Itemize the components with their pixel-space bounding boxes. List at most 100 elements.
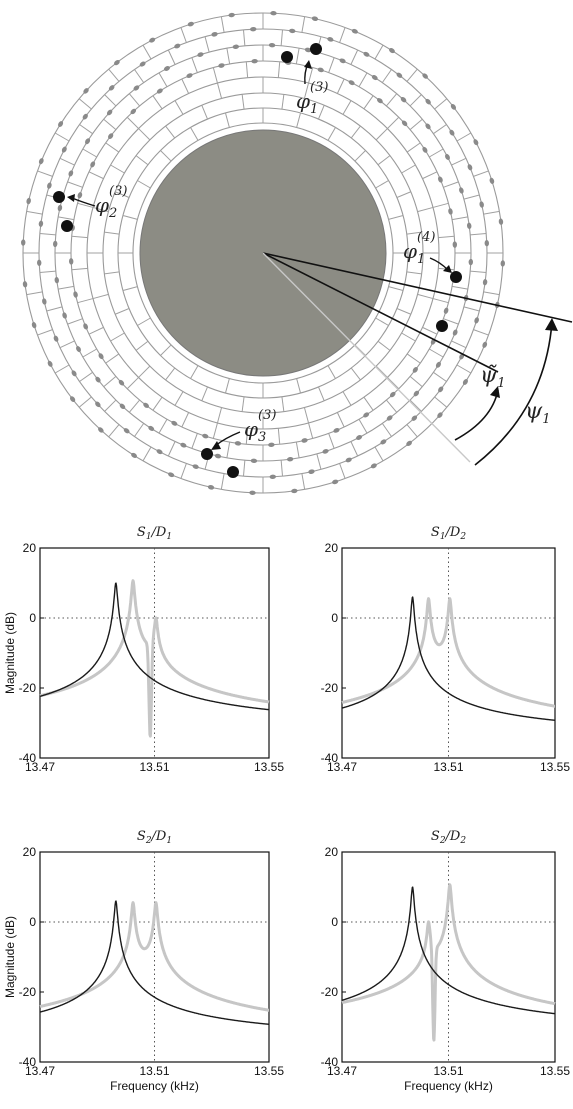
ring-spring <box>409 376 423 388</box>
ring-spring <box>354 150 366 162</box>
x-tick-label: 13.47 <box>327 760 357 774</box>
electrode-mark <box>38 220 44 227</box>
electrode-mark <box>37 259 42 266</box>
electrode-mark <box>268 42 276 48</box>
label-subscript: 3 <box>258 430 266 445</box>
ring-spring <box>406 424 418 438</box>
ring-spring <box>58 285 75 290</box>
ring-spring <box>470 232 487 236</box>
electrode-mark <box>400 96 407 103</box>
electrode-mark <box>95 376 101 383</box>
ring-spring <box>108 424 120 438</box>
ring-spring <box>377 340 391 351</box>
ring-spring <box>180 27 187 43</box>
electrode-mark <box>270 11 277 16</box>
electrode-mark <box>156 449 163 455</box>
psi1-tilde-reference-line <box>262 252 499 373</box>
electrode-mark <box>396 72 403 78</box>
ring-spring <box>142 446 152 462</box>
electrode-mark <box>95 401 101 408</box>
electrode-mark <box>445 153 450 160</box>
electrode-mark <box>268 442 275 448</box>
ring-spring <box>350 441 359 457</box>
electrode-mark <box>462 379 468 385</box>
ring-spring <box>386 93 398 107</box>
mass-point-dot <box>53 191 65 203</box>
electrode-mark <box>386 415 393 421</box>
label-symbol: ψ̃ <box>480 363 498 388</box>
arrow-head <box>545 318 558 331</box>
ring-spring <box>281 94 285 110</box>
electrode-mark <box>406 440 412 447</box>
ring-spring <box>71 267 88 271</box>
arrow-head <box>443 265 452 273</box>
electrode-mark <box>31 322 37 329</box>
ring-spring <box>296 378 302 394</box>
ring-spring <box>216 407 223 424</box>
electrode-mark <box>500 260 505 267</box>
ring-spring <box>422 326 438 335</box>
ring-spring <box>451 157 467 166</box>
electrode-mark <box>174 43 181 49</box>
ring-spring <box>396 308 412 315</box>
ring-spring <box>191 433 198 449</box>
title-part: S <box>137 829 146 844</box>
y-tick-label: 0 <box>331 915 338 929</box>
ring-spring <box>316 453 322 470</box>
ring-spring <box>463 306 480 312</box>
label-subscript: 1 <box>542 412 550 427</box>
ring-spring <box>241 94 245 110</box>
y-tick-label: -40 <box>321 1055 339 1069</box>
plot-title: S1/D2 <box>431 525 466 542</box>
ring-spring <box>82 148 97 158</box>
electrode-mark <box>363 51 370 57</box>
y-tick-label: 20 <box>23 541 37 555</box>
title-part: S <box>137 525 146 540</box>
label-superscript: (3) <box>258 408 276 423</box>
ring-spring <box>387 377 400 390</box>
electrode-mark <box>130 108 137 115</box>
electrode-mark <box>422 73 428 79</box>
electrode-mark <box>218 63 225 68</box>
y-tick-label: -20 <box>321 985 339 999</box>
ring-spring <box>212 67 218 84</box>
electrode-mark <box>308 469 315 474</box>
electrode-mark <box>411 415 418 421</box>
electrode-mark <box>90 161 96 168</box>
label-subscript: 1 <box>417 252 425 267</box>
ring-spring <box>434 396 448 408</box>
ring-spring <box>110 164 125 174</box>
ring-spring <box>328 433 335 449</box>
ring-spring <box>401 164 416 174</box>
ring-spring <box>71 235 88 239</box>
ring-spring <box>220 16 225 33</box>
ring-spring <box>350 367 361 381</box>
ring-spring <box>135 340 149 351</box>
electrode-mark <box>425 123 431 130</box>
ring-spring <box>54 364 70 374</box>
ring-spring <box>280 29 284 46</box>
electrode-mark <box>466 222 472 230</box>
ring-spring <box>417 293 434 300</box>
electrode-mark <box>156 88 163 94</box>
ring-spring <box>375 317 389 326</box>
ring-spring <box>92 206 109 213</box>
label-superscript: (4) <box>417 230 435 245</box>
electrode-mark <box>443 307 449 314</box>
ring-spring <box>470 270 487 274</box>
ring-spring <box>108 68 120 82</box>
electrode-mark <box>143 402 149 408</box>
electrode-mark <box>42 298 47 305</box>
label-symbol: φ <box>244 417 258 441</box>
ring-spring <box>67 181 83 188</box>
ring-spring <box>308 422 314 439</box>
arrow-head <box>490 386 500 398</box>
electrode-mark <box>401 120 408 127</box>
ring-spring <box>473 170 489 177</box>
ring-spring <box>281 396 285 412</box>
ring-spring <box>433 124 447 135</box>
electrode-mark <box>68 170 74 177</box>
x-tick-label: 13.55 <box>254 760 284 774</box>
